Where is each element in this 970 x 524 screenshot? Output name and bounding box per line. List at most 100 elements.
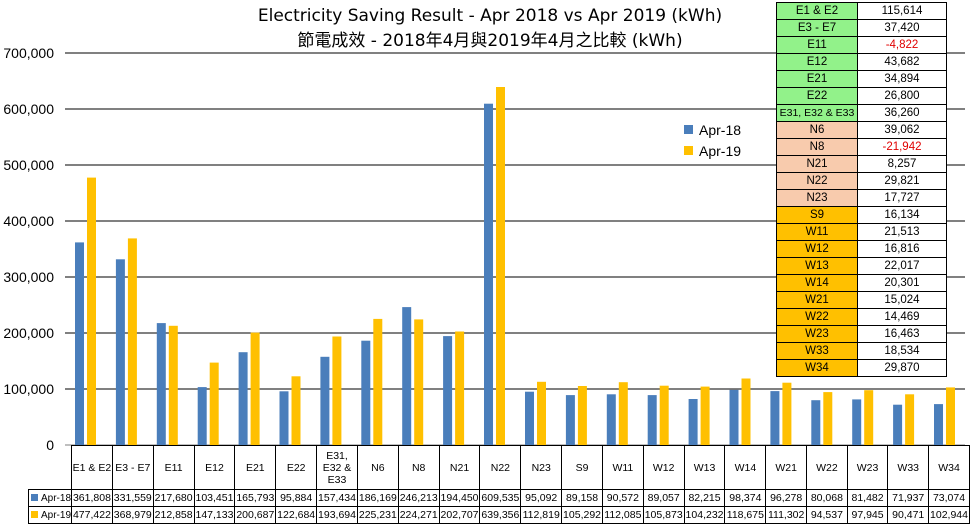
data-row: Apr-18 361,808 331,559 217,680 103,451 165,79… [27, 489, 970, 507]
savings-zone: W33 [776, 342, 858, 360]
bar-apr18-20 [893, 404, 903, 445]
data-cell: 331,559 [111, 489, 154, 507]
y-tick-label: 100,000 [3, 381, 54, 397]
bar-apr18-17 [770, 391, 780, 445]
data-cell: 97,945 [846, 506, 889, 524]
savings-value: 29,870 [857, 359, 947, 377]
savings-zone: E31, E32 & E33 [776, 104, 858, 122]
bar-apr18-6 [320, 356, 330, 445]
data-cell: 212,858 [152, 506, 195, 524]
data-row-label: Apr-19 [27, 506, 73, 524]
savings-row: E12 43,682 [776, 53, 947, 71]
data-cell: 186,169 [356, 489, 399, 507]
savings-row: S9 16,134 [776, 206, 947, 224]
legend-swatch-apr19 [684, 146, 693, 155]
x-category-label: W33 [887, 445, 930, 490]
savings-row: W22 14,469 [776, 308, 947, 326]
x-category-label: W23 [846, 445, 889, 490]
data-cell: 639,356 [479, 506, 522, 524]
bar-apr18-19 [852, 399, 862, 445]
data-cell: 477,422 [71, 506, 113, 524]
savings-row: E11 -4,822 [776, 36, 947, 54]
data-cell: 94,537 [806, 506, 848, 524]
bar-apr19-14 [659, 385, 669, 445]
savings-zone: E3 - E7 [776, 19, 858, 37]
savings-value: 21,513 [857, 223, 947, 241]
series-name: Apr-19 [41, 509, 72, 521]
x-category-label: E11 [152, 445, 195, 490]
savings-zone: W14 [776, 274, 858, 292]
series-swatch [31, 493, 38, 501]
bar-apr18-16 [729, 389, 739, 445]
bar-apr19-0 [87, 177, 96, 445]
x-category-label: N8 [397, 445, 440, 490]
savings-value: 18,534 [857, 342, 947, 360]
series-name: Apr-18 [41, 492, 72, 504]
x-category-label: W12 [642, 445, 685, 490]
y-tick-label: 200,000 [3, 325, 54, 341]
x-category-label: W11 [601, 445, 644, 490]
savings-row: W34 29,870 [776, 359, 947, 377]
x-category-label: W13 [683, 445, 726, 490]
bar-apr19-21 [946, 387, 955, 445]
data-cell: 96,278 [765, 489, 808, 507]
bar-apr19-7 [373, 318, 383, 445]
bar-apr19-5 [291, 376, 301, 445]
savings-value: 37,420 [857, 19, 947, 37]
x-category-label: N6 [356, 445, 399, 490]
bar-apr18-21 [934, 404, 943, 445]
savings-zone: W34 [776, 359, 858, 377]
savings-row: W33 18,534 [776, 342, 947, 360]
savings-zone: N8 [776, 138, 858, 156]
x-category-label: W14 [724, 445, 767, 490]
savings-value: 16,463 [857, 325, 947, 343]
savings-zone: E1 & E2 [776, 2, 858, 20]
savings-zone: W11 [776, 223, 858, 241]
chart-title: Electricity Saving Result - Apr 2018 vs … [257, 6, 723, 26]
data-cell: 98,374 [724, 489, 767, 507]
x-category-label: E21 [234, 445, 277, 490]
savings-zone: N23 [776, 189, 858, 207]
data-cell: 112,085 [601, 506, 644, 524]
savings-value: 22,017 [857, 257, 947, 275]
legend: Apr-18 Apr-19 [684, 119, 741, 161]
bar-apr19-8 [414, 319, 424, 445]
bar-apr19-20 [905, 394, 915, 445]
savings-zone: E21 [776, 70, 858, 88]
savings-zone: N6 [776, 121, 858, 139]
data-cell: 111,302 [765, 506, 808, 524]
y-tick-label: 400,000 [3, 213, 54, 229]
data-cell: 95,884 [275, 489, 318, 507]
y-tick-label: 300,000 [3, 269, 54, 285]
bar-apr19-17 [782, 382, 792, 445]
data-cell: 609,535 [479, 489, 522, 507]
chart-subtitle: 節電成效 - 2018年4月與2019年4月之比較 (kWh) [297, 31, 683, 51]
y-tick-label: 0 [46, 437, 54, 453]
savings-zone: E11 [776, 36, 858, 54]
x-category-label: W21 [765, 445, 808, 490]
savings-row: W23 16,463 [776, 325, 947, 343]
data-cell: 89,158 [561, 489, 603, 507]
x-category-label: E31, E32 & E33 [316, 445, 358, 490]
bar-apr18-18 [811, 400, 821, 445]
data-row-label: Apr-18 [27, 489, 73, 507]
data-cell: 202,707 [438, 506, 481, 524]
data-cell: 73,074 [928, 489, 970, 507]
bar-apr18-10 [484, 103, 493, 445]
data-cell: 217,680 [152, 489, 195, 507]
data-cell: 102,944 [928, 506, 970, 524]
savings-value: 16,134 [857, 206, 947, 224]
category-row: E1 & E2 E3 - E7 E11 E12 E21 E22 E31, E32 & E33… [28, 445, 970, 490]
x-category-label: N21 [438, 445, 481, 490]
data-cell: 246,213 [397, 489, 440, 507]
data-cell: 147,133 [193, 506, 236, 524]
bar-apr18-12 [565, 395, 575, 445]
bar-apr18-13 [606, 394, 616, 445]
savings-zone: N21 [776, 155, 858, 173]
bar-apr18-14 [647, 395, 657, 445]
savings-row: E3 - E7 37,420 [776, 19, 947, 37]
bar-apr19-2 [168, 325, 178, 445]
bar-apr18-0 [75, 242, 84, 445]
data-cell: 71,937 [887, 489, 930, 507]
